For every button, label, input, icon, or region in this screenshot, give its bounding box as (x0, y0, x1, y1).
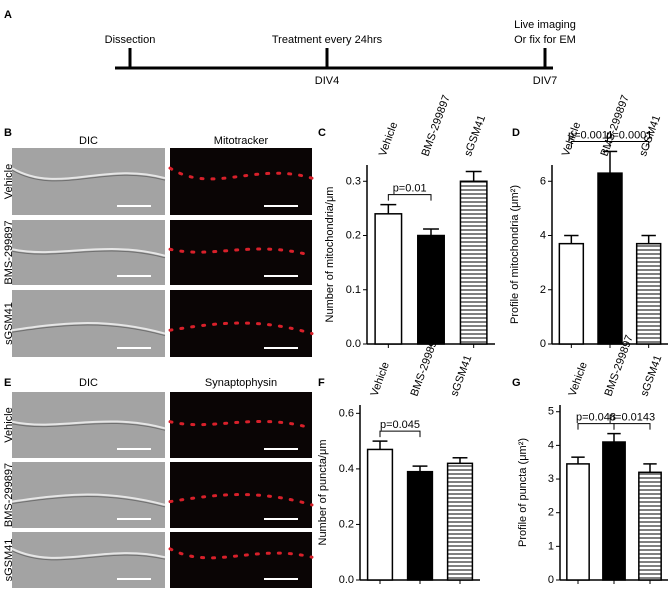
y-tick-label: 4 (540, 230, 546, 242)
timeline-event: Dissection (105, 34, 156, 46)
category-label: Vehicle (377, 121, 400, 158)
bar (597, 172, 623, 345)
y-tick-label: 2 (540, 284, 546, 296)
row-label: BMS-299897 (3, 220, 15, 284)
bar (459, 180, 488, 345)
neurite-shadow (11, 422, 166, 431)
stain (168, 419, 314, 430)
bar (558, 242, 585, 345)
column-title: DIC (79, 135, 98, 147)
y-tick-label: 0.4 (339, 463, 354, 475)
y-tick-label: 0 (548, 574, 554, 586)
row-label: Vehicle (3, 407, 15, 442)
p-value: p=0.0011 (568, 129, 613, 141)
column-title: Synaptophysin (205, 377, 277, 389)
bar (602, 441, 626, 581)
neurite-shadow (11, 550, 166, 561)
fluorescence-image (170, 462, 312, 528)
bar (638, 471, 662, 581)
panel-label: E (4, 377, 11, 389)
y-tick-label: 0.3 (346, 175, 361, 187)
column-title: Mitotracker (214, 135, 269, 147)
neurite-shadow (11, 169, 166, 182)
timeline-day: DIV4 (315, 75, 339, 87)
neurite (11, 547, 166, 559)
neurite-shadow (11, 324, 166, 337)
y-tick-label: 0 (540, 338, 546, 350)
y-tick-label: 6 (540, 175, 546, 187)
y-tick-label: 3 (548, 473, 554, 485)
y-tick-label: 0.0 (346, 338, 361, 350)
neurite-shadow (11, 496, 166, 508)
column-title: DIC (79, 377, 98, 389)
p-value: p=0.0143 (609, 412, 655, 424)
bar (417, 234, 445, 345)
neurite (11, 493, 166, 506)
y-axis-label: Profile of mitochondria (μm²) (509, 185, 521, 324)
neurite-shadow (11, 250, 166, 259)
p-value: p=0.01 (393, 183, 427, 195)
panel-label: C (318, 127, 326, 139)
category-label: BMS-299897 (599, 94, 632, 158)
y-tick-label: 0.0 (339, 574, 354, 586)
stain (168, 321, 314, 336)
y-axis-label: Number of puncta/μm (317, 440, 329, 546)
y-tick-label: 4 (548, 439, 554, 451)
category-label: Vehicle (567, 361, 590, 398)
dic-image (12, 148, 165, 215)
y-axis-label: Profile of puncta (μm²) (517, 438, 529, 547)
panel-label: F (318, 377, 325, 389)
neurite (11, 322, 166, 335)
y-tick-label: 1 (548, 540, 554, 552)
y-tick-label: 5 (548, 406, 554, 418)
p-value: p=0.048 (576, 412, 616, 424)
timeline-event: Or fix for EM (514, 34, 576, 46)
significance-bracket (577, 423, 615, 430)
row-label: BMS-299897 (3, 463, 15, 527)
bar (374, 213, 403, 345)
y-tick-label: 2 (548, 507, 554, 519)
fluorescence-image (170, 148, 312, 215)
stain (168, 547, 314, 560)
neurite (11, 167, 166, 180)
row-label: Vehicle (3, 164, 15, 199)
bar (366, 448, 394, 581)
category-label: sGSM41 (639, 354, 665, 398)
bar (566, 463, 590, 581)
bar (406, 470, 434, 581)
y-axis-label: Number of mitochondria/μm (324, 187, 336, 323)
significance-bracket (379, 430, 421, 438)
panel-label: A (4, 9, 12, 21)
bar (446, 462, 474, 581)
category-label: sGSM41 (462, 114, 488, 158)
fluorescence-image (170, 290, 312, 357)
panel-label: G (512, 377, 521, 389)
significance-bracket (387, 194, 432, 201)
stain (168, 166, 314, 181)
y-tick-label: 0.2 (346, 230, 361, 242)
neurite (11, 248, 166, 257)
y-tick-label: 0.1 (346, 284, 361, 296)
timeline-event: Treatment every 24hrs (272, 34, 383, 46)
bar (635, 242, 662, 345)
timeline-day: DIV7 (533, 75, 557, 87)
stain (168, 247, 314, 258)
p-value: p=0.0001 (606, 129, 652, 141)
category-label: sGSM41 (449, 354, 475, 398)
row-label: sGSM41 (3, 302, 15, 345)
panel-label: D (512, 127, 520, 139)
significance-bracket (613, 423, 651, 430)
y-tick-label: 0.2 (339, 518, 354, 530)
stain (168, 493, 314, 507)
category-label: Vehicle (369, 361, 392, 398)
p-value: p=0.045 (380, 419, 420, 431)
panel-label: B (4, 127, 12, 139)
significance-bracket (609, 140, 650, 148)
neurite (11, 420, 166, 430)
y-tick-label: 0.6 (339, 407, 354, 419)
category-label: BMS-299897 (420, 94, 453, 158)
timeline-event: Live imaging (514, 19, 576, 31)
